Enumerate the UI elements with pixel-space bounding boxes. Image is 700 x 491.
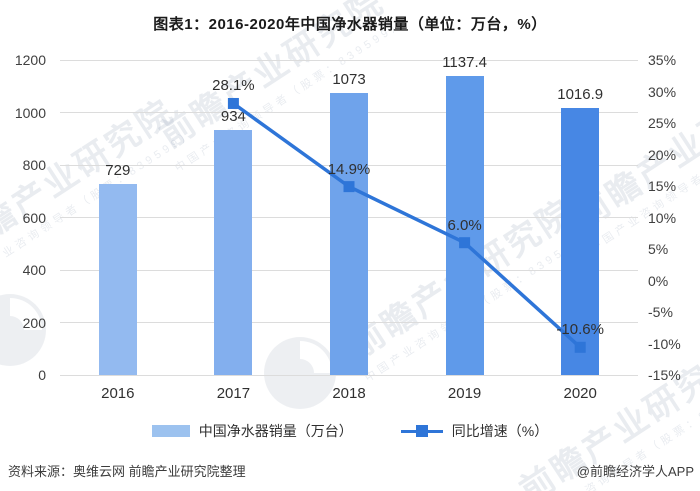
- line-value-label: -10.6%: [556, 321, 604, 339]
- bar-value-label: 1137.4: [442, 54, 487, 72]
- bar-swatch-icon: [151, 425, 190, 437]
- right-axis-tick-label: 20%: [648, 146, 677, 163]
- right-axis-tick-label: 5%: [648, 241, 669, 257]
- legend-label-growth: 同比增速（%）: [451, 423, 549, 439]
- x-axis-label-2020: 2020: [563, 385, 597, 402]
- gridline: [60, 59, 638, 61]
- line-value-label: 14.9%: [327, 160, 371, 178]
- growth-line: [232, 102, 582, 349]
- left-axis-tick-label: 200: [22, 314, 46, 331]
- left-axis-tick-label: 1000: [14, 104, 46, 121]
- left-axis-tick-label: 1200: [14, 52, 46, 68]
- bar-value-label: 729: [105, 161, 131, 179]
- x-axis-label-2018: 2018: [332, 385, 366, 402]
- legend-label-sales: 中国净水器销量（万台）: [198, 423, 353, 439]
- line-value-label: 28.1%: [212, 77, 255, 95]
- chart-title: 图表1：2016-2020年中国净水器销量（单位：万台，%）: [153, 16, 547, 33]
- watermark-tagline: 中国产业咨询领导者（股票：839599）: [588, 96, 700, 255]
- right-axis-tick-label: 10%: [648, 209, 677, 226]
- source-note: 资料来源：奥维云网 前瞻产业研究院整理: [8, 464, 246, 479]
- watermark-tagline: 中国产业咨询领导者（股票：839599）: [173, 16, 407, 175]
- left-axis-tick-label: 0: [38, 367, 46, 383]
- right-axis-tick-label: -15%: [648, 367, 681, 383]
- legend-item-growth: 同比增速（%）: [400, 421, 549, 441]
- bar-2016: [98, 183, 137, 375]
- gridline: [60, 374, 638, 376]
- x-axis-label-2017: 2017: [216, 385, 251, 402]
- line-value-label: 6.0%: [447, 216, 482, 234]
- right-axis-tick-label: 25%: [648, 115, 677, 131]
- x-axis-label-2016: 2016: [101, 385, 135, 402]
- line-swatch-icon: [400, 425, 443, 437]
- bar-value-label: 1016.9: [557, 86, 604, 104]
- right-axis-tick-label: 0%: [648, 272, 669, 289]
- chart-legend: 中国净水器销量（万台） 同比增速（%）: [0, 421, 700, 441]
- right-axis-tick-label: 35%: [648, 52, 677, 68]
- x-axis-label-2019: 2019: [447, 385, 482, 402]
- credit-note: @前瞻经济学人APP: [576, 464, 694, 479]
- left-axis-tick-label: 800: [22, 157, 46, 173]
- right-axis-tick-label: 15%: [648, 178, 677, 194]
- right-axis-tick-label: -5%: [648, 304, 673, 320]
- left-axis-tick-label: 400: [22, 262, 46, 278]
- bar-2017: [214, 129, 253, 375]
- legend-item-sales: 中国净水器销量（万台）: [151, 421, 353, 441]
- right-axis-tick-label: 30%: [648, 83, 677, 100]
- bar-value-label: 1073: [332, 71, 366, 89]
- bar-2018: [330, 93, 368, 375]
- line-marker-icon: [415, 425, 428, 437]
- right-axis-tick-label: -10%: [648, 335, 681, 352]
- left-axis-tick-label: 600: [22, 209, 46, 226]
- bar-value-label: 934: [220, 107, 246, 125]
